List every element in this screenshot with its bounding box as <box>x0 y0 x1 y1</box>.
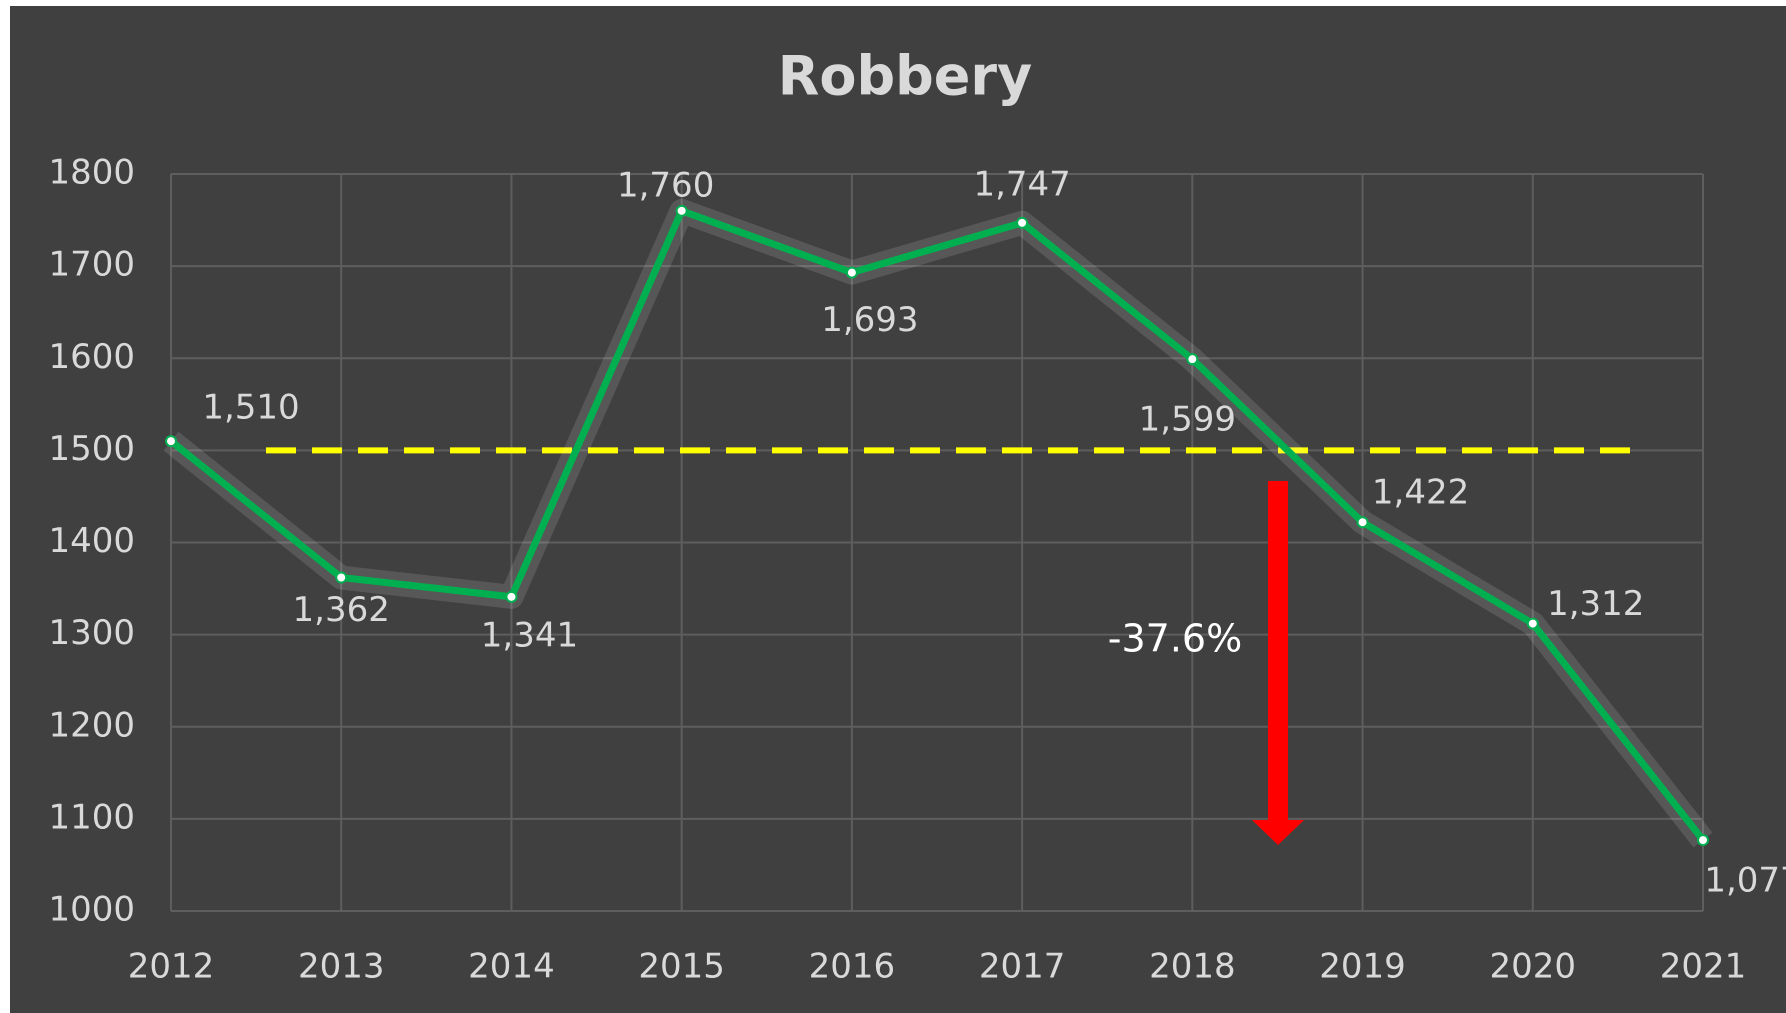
data-point <box>505 590 518 603</box>
data-label: 1,312 <box>1547 584 1644 624</box>
data-label: 1,760 <box>617 165 714 205</box>
x-tick-label: 2014 <box>468 947 555 987</box>
y-tick-label: 1600 <box>48 337 135 377</box>
x-tick-label: 2015 <box>638 947 725 987</box>
y-tick-label: 1500 <box>48 429 135 469</box>
y-tick-label: 1700 <box>48 245 135 285</box>
grid: 1000 1100 1200 1300 1400 1500 1600 1700 1800 2012… <box>48 153 1746 987</box>
marks: 1,510 1,362 1,341 1,760 1,693 1,747 1,599 1,422… <box>163 164 1786 901</box>
y-tick-label: 1000 <box>48 890 135 930</box>
data-point <box>1697 834 1709 847</box>
data-label: 1,422 <box>1372 473 1469 513</box>
x-tick-label: 2021 <box>1660 947 1747 987</box>
x-tick-label: 2016 <box>809 947 896 987</box>
data-point <box>1356 516 1369 529</box>
data-label: 1,599 <box>1139 400 1236 440</box>
y-tick-label: 1400 <box>48 521 135 561</box>
y-tick-label: 1100 <box>48 797 135 837</box>
y-tick-label: 1800 <box>48 153 135 193</box>
x-tick-label: 2020 <box>1490 947 1577 987</box>
arrow-head <box>1252 820 1304 845</box>
arrow-shaft <box>1268 481 1288 826</box>
data-point <box>1016 216 1029 229</box>
series-line <box>168 207 1706 843</box>
x-tick-label: 2012 <box>128 947 215 987</box>
data-label: 1,747 <box>973 164 1070 204</box>
y-tick-label: 1300 <box>48 613 135 653</box>
chart-background <box>10 6 1786 1013</box>
x-tick-label: 2019 <box>1319 947 1406 987</box>
data-point <box>335 571 348 584</box>
chart-title: Robbery <box>778 45 1032 108</box>
x-tick-label: 2017 <box>979 947 1066 987</box>
data-point <box>165 435 177 448</box>
data-point <box>845 266 858 279</box>
data-point <box>1526 617 1539 630</box>
data-label: 1,077 <box>1704 861 1786 901</box>
y-tick-label: 1200 <box>48 705 135 745</box>
data-label: 1,693 <box>821 300 918 340</box>
data-label: 1,362 <box>293 590 390 630</box>
data-label: 1,341 <box>481 615 578 655</box>
x-tick-label: 2018 <box>1149 947 1236 987</box>
x-tick-label: 2013 <box>298 947 385 987</box>
data-point <box>1186 353 1199 366</box>
decline-arrow <box>1252 481 1304 845</box>
annotation: -37.6% <box>1108 617 1242 661</box>
data-point <box>675 204 688 217</box>
data-label: 1,510 <box>202 388 299 428</box>
